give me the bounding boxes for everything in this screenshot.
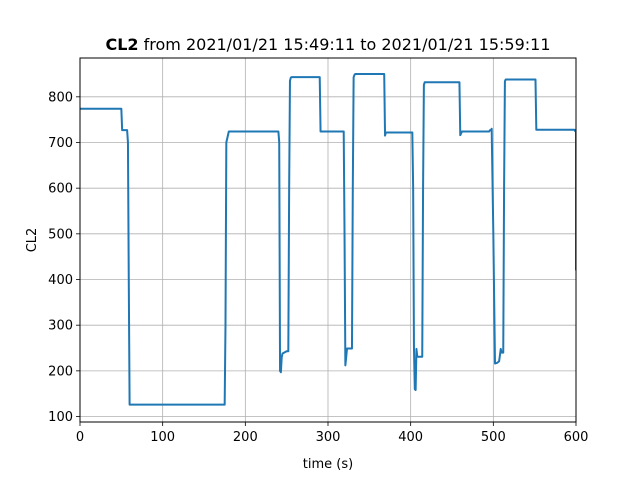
y-tick-label: 300 xyxy=(48,319,73,334)
x-tick-label: 300 xyxy=(316,430,341,445)
y-tick-label: 100 xyxy=(48,410,73,425)
y-tick-label: 400 xyxy=(48,273,73,288)
x-tick-label: 600 xyxy=(564,430,589,445)
x-tick-label: 0 xyxy=(76,430,84,445)
x-tick-label: 100 xyxy=(150,430,175,445)
y-tick-label: 600 xyxy=(48,182,73,197)
chart-title: CL2 from 2021/01/21 15:49:11 to 2021/01/… xyxy=(105,35,550,54)
x-tick-label: 200 xyxy=(233,430,258,445)
series-line-cl2 xyxy=(80,72,576,406)
y-tick-label: 800 xyxy=(48,90,73,105)
x-tick-label: 400 xyxy=(398,430,423,445)
chart-title-rest: from 2021/01/21 15:49:11 to 2021/01/21 1… xyxy=(139,35,551,54)
y-tick-label: 500 xyxy=(48,227,73,242)
y-axis-ticks: 100 200 300 400 500 600 700 800 xyxy=(48,90,80,425)
y-axis-label: CL2 xyxy=(25,228,40,253)
x-axis-ticks: 0 100 200 300 400 500 600 xyxy=(76,422,589,445)
x-axis-label: time (s) xyxy=(303,457,353,472)
y-tick-label: 200 xyxy=(48,364,73,379)
chart-title-bold: CL2 xyxy=(105,35,138,54)
x-tick-label: 500 xyxy=(481,430,506,445)
plot-area xyxy=(80,72,576,406)
y-tick-label: 700 xyxy=(48,136,73,151)
